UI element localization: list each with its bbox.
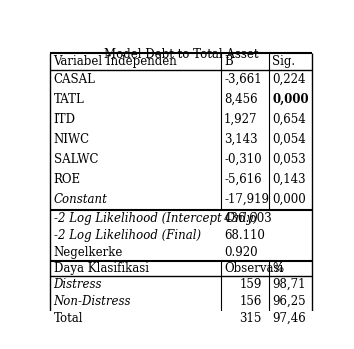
Text: Constant: Constant bbox=[53, 193, 107, 206]
Text: Variabel Independen: Variabel Independen bbox=[53, 55, 177, 68]
Text: -3,661: -3,661 bbox=[224, 73, 262, 86]
Text: ROE: ROE bbox=[53, 173, 81, 186]
Text: CASAL: CASAL bbox=[53, 73, 96, 86]
Text: Observasi: Observasi bbox=[224, 262, 283, 275]
Text: SALWC: SALWC bbox=[53, 153, 98, 166]
Text: 315: 315 bbox=[240, 312, 262, 325]
Text: ITD: ITD bbox=[53, 113, 75, 126]
Text: Non-Distress: Non-Distress bbox=[53, 295, 131, 308]
Text: Negelkerke: Negelkerke bbox=[53, 246, 123, 259]
Text: 0,654: 0,654 bbox=[272, 113, 306, 126]
Text: -2 Log Likelihood (Final): -2 Log Likelihood (Final) bbox=[53, 229, 201, 242]
Text: 0,143: 0,143 bbox=[272, 173, 306, 186]
Text: 1,927: 1,927 bbox=[224, 113, 258, 126]
Text: 97,46: 97,46 bbox=[272, 312, 306, 325]
Text: -5,616: -5,616 bbox=[224, 173, 262, 186]
Text: %: % bbox=[272, 262, 283, 275]
Text: 0,000: 0,000 bbox=[272, 193, 306, 206]
Text: 98,71: 98,71 bbox=[272, 278, 306, 291]
Text: NIWC: NIWC bbox=[53, 133, 90, 146]
Text: -2 Log Likelihood (Intercept Only): -2 Log Likelihood (Intercept Only) bbox=[53, 212, 257, 225]
Text: -0,310: -0,310 bbox=[224, 153, 262, 166]
Text: 159: 159 bbox=[240, 278, 262, 291]
Text: 0,224: 0,224 bbox=[272, 73, 306, 86]
Text: 0,000: 0,000 bbox=[272, 93, 309, 106]
Text: Total: Total bbox=[53, 312, 83, 325]
Text: 0,054: 0,054 bbox=[272, 133, 306, 146]
Text: Daya Klasifikasi: Daya Klasifikasi bbox=[53, 262, 149, 275]
Text: Sig.: Sig. bbox=[272, 55, 295, 68]
Text: 0.920: 0.920 bbox=[224, 246, 258, 259]
Text: 68.110: 68.110 bbox=[224, 229, 265, 242]
Text: TATL: TATL bbox=[53, 93, 84, 106]
Text: 96,25: 96,25 bbox=[272, 295, 306, 308]
Text: 8,456: 8,456 bbox=[224, 93, 258, 106]
Text: B: B bbox=[224, 55, 233, 68]
Text: 0,053: 0,053 bbox=[272, 153, 306, 166]
Text: -17,919: -17,919 bbox=[224, 193, 269, 206]
Text: 3,143: 3,143 bbox=[224, 133, 258, 146]
Text: 156: 156 bbox=[240, 295, 262, 308]
Text: Distress: Distress bbox=[53, 278, 102, 291]
Text: 436.603: 436.603 bbox=[224, 212, 273, 225]
Text: Model Debt to Total Asset: Model Debt to Total Asset bbox=[104, 48, 259, 61]
